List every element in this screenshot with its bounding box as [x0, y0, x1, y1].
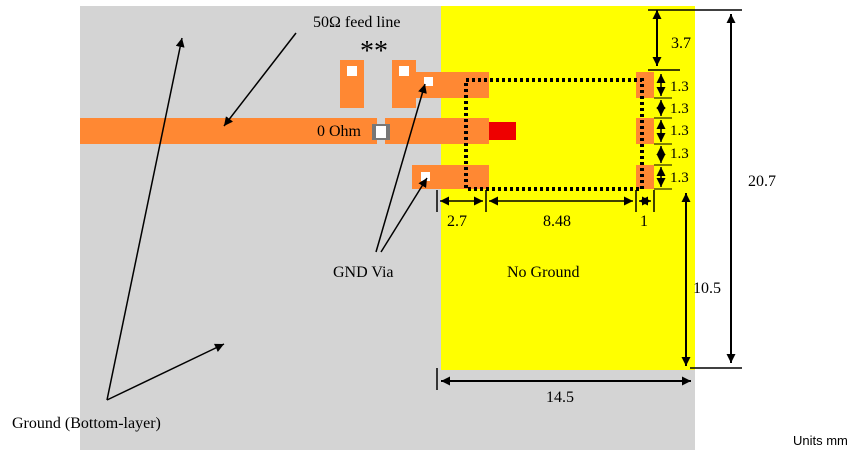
right-pad-2	[636, 118, 654, 144]
ground-arrow-upper	[106, 37, 185, 401]
dim-gap-2: 1.3	[670, 146, 689, 162]
ground-label: Ground (Bottom-layer)	[12, 415, 161, 432]
feed-line-label: 50Ω feed line	[313, 14, 400, 31]
ground-arrow-lower	[106, 343, 225, 401]
units-label: Units mm	[793, 433, 848, 448]
zero-ohm-resistor-body	[376, 126, 386, 138]
dim-gap-1: 1.3	[670, 101, 689, 117]
gnd-via-arrow-upper	[375, 83, 427, 253]
asterisks-label: **	[360, 36, 388, 67]
chip-pad	[489, 122, 516, 140]
dim-total-height: 20.7	[748, 173, 776, 190]
dim-module-width: 8.48	[543, 213, 571, 230]
dim-pad-3: 1.3	[670, 170, 689, 186]
dim-lower-height: 10.5	[693, 280, 721, 297]
pad-hole	[347, 66, 357, 76]
gnd-via-label: GND Via	[333, 264, 394, 281]
dim-top-gap: 3.7	[671, 35, 691, 52]
module-outline	[464, 78, 644, 191]
right-pad-3	[636, 165, 654, 189]
gnd-via	[421, 172, 430, 181]
no-ground-label: No Ground	[507, 264, 579, 281]
feed-line-right	[385, 118, 489, 144]
dim-left-margin: 2.7	[447, 213, 467, 230]
dim-board-width: 14.5	[546, 389, 574, 406]
right-pad-1	[636, 72, 654, 98]
gnd-via-arrow-lower	[380, 177, 428, 253]
dim-pad-2: 1.3	[670, 123, 689, 139]
dim-right-margin: 1	[640, 213, 648, 230]
dim-pad-1: 1.3	[670, 79, 689, 95]
gnd-via	[424, 77, 433, 86]
pad-hole	[399, 66, 409, 76]
zero-ohm-label: 0 Ohm	[317, 123, 362, 140]
feed-line-arrow	[223, 32, 297, 127]
